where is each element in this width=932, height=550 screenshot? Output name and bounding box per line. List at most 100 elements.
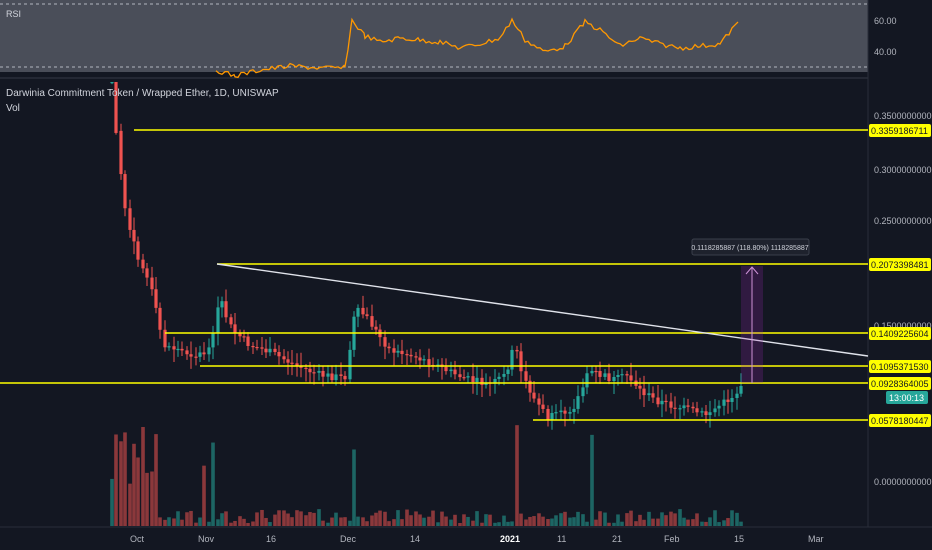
candle: [598, 370, 602, 377]
y-tick-label: 0.1500000000: [874, 321, 932, 331]
volume-bar: [348, 520, 352, 526]
candle: [453, 369, 457, 375]
candle: [722, 399, 726, 406]
candle: [290, 362, 294, 364]
volume-bar: [444, 516, 448, 526]
candle: [603, 373, 607, 377]
volume-bar: [559, 513, 563, 526]
volume-bar: [396, 510, 400, 526]
candle: [163, 329, 167, 348]
volume-bar: [264, 517, 268, 526]
candle: [656, 397, 660, 405]
y-tick-label: 0.2500000000: [874, 216, 932, 226]
x-tick-label: 16: [266, 534, 276, 544]
volume-bar: [405, 509, 409, 526]
candle: [581, 387, 585, 397]
volume-bar: [427, 516, 431, 526]
candle: [502, 373, 506, 377]
candle: [510, 349, 514, 370]
candle: [233, 324, 237, 333]
measure-arrow-head: [745, 266, 759, 275]
countdown-tag: 13:00:13: [889, 393, 924, 403]
volume-bar: [673, 513, 677, 526]
volume-bar: [378, 510, 382, 526]
candle: [704, 411, 708, 416]
volume-bar: [629, 510, 633, 526]
volume-bar: [246, 522, 250, 526]
x-tick-label: Feb: [664, 534, 680, 544]
volume-bar: [700, 521, 704, 526]
descending-trendline[interactable]: [216, 263, 869, 357]
candle: [466, 376, 470, 378]
candle: [532, 392, 536, 399]
volume-bar: [128, 483, 132, 526]
volume-bar: [233, 520, 237, 526]
candle: [114, 82, 118, 133]
volume-bar: [330, 517, 334, 526]
volume-bar: [308, 512, 312, 526]
price-tag-0.1409225604: 0.1409225604: [871, 329, 929, 339]
measure-label-box: [691, 238, 810, 256]
price-tag-bg: [869, 360, 931, 373]
volume-bar: [537, 513, 541, 526]
candle: [506, 369, 510, 374]
rsi-tick-label: 40.00: [874, 47, 897, 57]
candle: [150, 277, 154, 290]
volume-bar: [656, 518, 660, 526]
volume-bar: [634, 521, 638, 526]
volume-bar: [180, 519, 184, 526]
candle: [691, 406, 695, 409]
volume-bar: [581, 514, 585, 526]
candle: [268, 348, 272, 353]
volume-bar: [277, 510, 281, 526]
volume-bar: [176, 511, 180, 526]
candle: [260, 347, 264, 349]
volume-bar: [132, 443, 136, 526]
chart-title: Darwinia Commitment Token / Wrapped Ethe…: [6, 88, 279, 99]
volume-bar: [515, 425, 519, 526]
candle: [471, 376, 475, 383]
candle: [185, 350, 189, 355]
volume-bar: [431, 510, 435, 526]
candle: [651, 393, 655, 398]
candle: [154, 289, 158, 308]
candle: [550, 413, 554, 420]
volume-bar: [290, 517, 294, 526]
volume-bar: [612, 522, 616, 526]
volume-bar: [554, 515, 558, 526]
candle: [145, 268, 149, 278]
countdown-tag-bg: [886, 391, 928, 404]
candle: [629, 375, 633, 381]
candle: [348, 349, 352, 380]
y-tick-label: 0.3500000000: [874, 111, 932, 121]
volume-bar: [722, 520, 726, 526]
candle: [572, 408, 576, 413]
candle: [669, 401, 673, 408]
volume-bar: [546, 519, 550, 526]
volume-bar: [141, 427, 145, 526]
price-tag-0.2073398481: 0.2073398481: [871, 260, 929, 270]
volume-bar: [471, 520, 475, 526]
volume-bar: [704, 521, 708, 526]
candle: [642, 388, 646, 396]
volume-bar: [475, 511, 479, 526]
volume-bar: [440, 511, 444, 526]
candle: [480, 377, 484, 385]
candle: [356, 307, 360, 317]
candle: [568, 412, 572, 414]
candle: [132, 229, 136, 242]
volume-bar: [185, 512, 189, 526]
candle: [695, 408, 699, 413]
volume-bar: [458, 522, 462, 526]
volume-bar: [150, 471, 154, 526]
x-tick-label: Oct: [130, 534, 145, 544]
volume-bar: [123, 432, 127, 526]
volume-bar: [392, 519, 396, 526]
candle: [273, 348, 277, 352]
volume-bar: [453, 514, 457, 526]
candle: [739, 386, 743, 394]
measure-label: 0.1118285887 (118.80%) 1118285887: [691, 245, 808, 252]
candle: [638, 385, 642, 389]
candle: [409, 354, 413, 357]
